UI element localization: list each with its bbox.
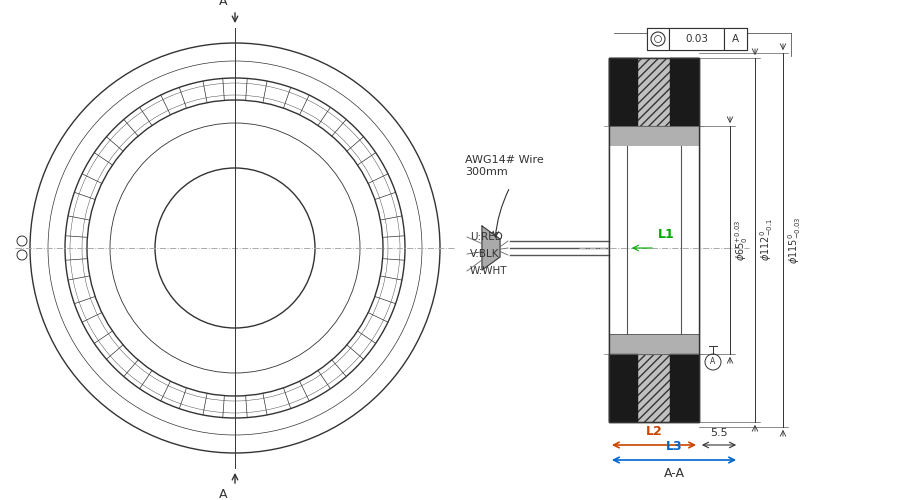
Bar <box>609 58 638 126</box>
Polygon shape <box>482 226 500 270</box>
Bar <box>609 334 699 354</box>
Bar <box>670 58 699 126</box>
Bar <box>609 126 699 146</box>
Bar <box>724 28 747 50</box>
Text: A: A <box>732 34 739 44</box>
Bar <box>647 28 669 50</box>
Bar <box>609 58 699 126</box>
Text: 0.03: 0.03 <box>685 34 708 44</box>
Bar <box>609 146 699 334</box>
Bar <box>609 58 699 422</box>
Text: $\phi$112$^{0}_{-0.1}$: $\phi$112$^{0}_{-0.1}$ <box>758 218 775 262</box>
Bar <box>609 354 638 422</box>
Text: $\phi$115$^{0}_{-0.03}$: $\phi$115$^{0}_{-0.03}$ <box>786 216 803 264</box>
Text: U:RED: U:RED <box>470 232 503 242</box>
Text: L1: L1 <box>658 228 674 241</box>
Text: 5.5: 5.5 <box>710 428 728 438</box>
Bar <box>609 58 699 422</box>
Text: A: A <box>710 358 716 366</box>
Text: A: A <box>219 0 227 8</box>
Text: A: A <box>219 488 227 500</box>
Text: $\phi$65$^{+0.03}_{0}$: $\phi$65$^{+0.03}_{0}$ <box>733 220 750 260</box>
Bar <box>647 28 747 50</box>
Text: L3: L3 <box>666 440 682 453</box>
Text: W:WHT: W:WHT <box>470 266 508 276</box>
Text: L2: L2 <box>645 425 662 438</box>
Bar <box>669 28 724 50</box>
Text: V:BLK: V:BLK <box>470 249 500 259</box>
Bar <box>670 354 699 422</box>
Text: AWG14# Wire
300mm: AWG14# Wire 300mm <box>465 155 544 176</box>
Text: A-A: A-A <box>663 467 685 480</box>
Bar <box>609 354 699 422</box>
